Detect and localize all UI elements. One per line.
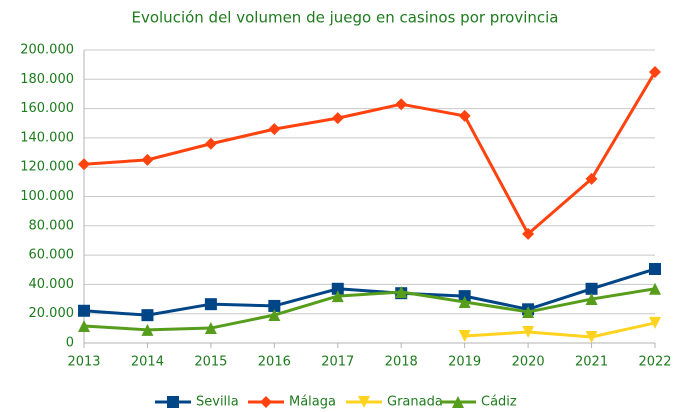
data-point [331, 282, 344, 295]
y-tick-label: 160.000 [20, 101, 74, 116]
y-tick-label: 0 [66, 336, 74, 351]
data-point [649, 282, 661, 295]
legend-marker [167, 396, 179, 408]
data-point [331, 112, 344, 125]
y-tick-label: 180.000 [20, 72, 74, 87]
data-point [522, 326, 535, 339]
series-line [83, 287, 656, 332]
data-point [522, 227, 535, 240]
y-tick-label: 40.000 [29, 277, 75, 292]
data-point [395, 286, 408, 299]
legend-label: Sevilla [196, 395, 239, 410]
data-point [268, 123, 281, 136]
data-point [204, 298, 217, 311]
y-tick-label: 80.000 [29, 218, 75, 233]
legend-marker [260, 396, 272, 408]
x-tick-label: 2013 [67, 355, 100, 370]
y-tick-label: 60.000 [29, 248, 75, 263]
x-tick-label: 2018 [385, 355, 418, 370]
data-point [141, 323, 154, 336]
y-tick-label: 200.000 [20, 43, 74, 58]
x-tick-label: 2015 [194, 355, 227, 370]
data-point [458, 329, 471, 342]
data-point [331, 290, 344, 303]
y-tick-label: 100.000 [20, 189, 74, 204]
data-point [649, 65, 661, 78]
x-tick-label: 2014 [131, 355, 164, 370]
x-tick-label: 2022 [638, 355, 671, 370]
data-point [78, 158, 90, 171]
chart-title: Evolución del volumen de juego en casino… [131, 9, 558, 27]
y-tick-label: 140.000 [20, 130, 74, 145]
data-point [78, 304, 90, 317]
data-point [585, 172, 598, 185]
data-point [649, 316, 661, 329]
data-point [585, 330, 598, 343]
data-point [204, 137, 217, 150]
data-point [268, 299, 281, 312]
legend-label: Granada [387, 395, 443, 410]
data-point [522, 305, 535, 318]
data-point [204, 322, 217, 335]
data-point [458, 295, 471, 308]
y-tick-label: 120.000 [20, 160, 74, 175]
data-point [141, 153, 154, 166]
x-tick-label: 2016 [258, 355, 291, 370]
data-point [458, 109, 471, 122]
x-tick-label: 2021 [575, 355, 608, 370]
x-tick-label: 2020 [512, 355, 545, 370]
data-point [268, 309, 281, 322]
x-tick-label: 2017 [321, 355, 354, 370]
series-line [83, 71, 657, 236]
data-point [585, 282, 598, 295]
y-tick-label: 20.000 [29, 306, 75, 321]
legend-marker [452, 396, 464, 408]
x-tick-label: 2019 [448, 355, 481, 370]
legend-label: Cádiz [481, 395, 517, 410]
data-point [78, 320, 90, 333]
series-line [464, 321, 656, 339]
data-point [141, 309, 154, 322]
data-point [395, 98, 408, 111]
legend-marker [358, 396, 370, 408]
data-point [649, 263, 661, 276]
legend-label: Málaga [289, 395, 336, 410]
series-line [83, 267, 656, 317]
data-point [585, 293, 598, 306]
